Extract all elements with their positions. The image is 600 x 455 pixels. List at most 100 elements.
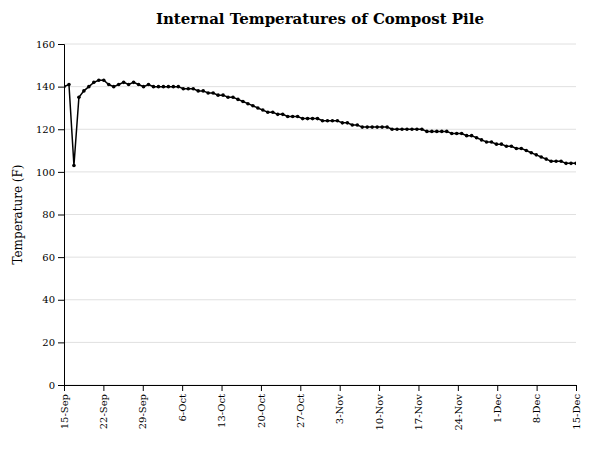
grid-line	[64, 171, 576, 172]
point	[549, 159, 553, 163]
tick-label: 15-Dec	[571, 394, 582, 430]
tick: 29-Sep	[137, 385, 148, 429]
tick: 160	[36, 39, 64, 50]
point	[360, 125, 364, 129]
tick-label: 100	[36, 167, 55, 178]
tick-mark	[58, 87, 64, 88]
point	[425, 130, 429, 134]
point	[524, 149, 528, 153]
tick: 60	[42, 252, 64, 263]
point	[385, 125, 389, 129]
tick-mark	[300, 385, 301, 391]
point	[351, 123, 355, 127]
grid-line	[64, 214, 576, 215]
point	[520, 147, 524, 151]
tick-mark	[261, 385, 262, 391]
point	[410, 127, 414, 131]
line	[64, 80, 576, 165]
point	[490, 140, 494, 144]
tick-label: 24-Nov	[453, 394, 464, 431]
point	[574, 162, 576, 166]
tick-mark	[58, 129, 64, 130]
plot: 15-Sep22-Sep29-Sep6-Oct13-Oct20-Oct27-Oc…	[36, 39, 582, 431]
point	[316, 117, 320, 121]
tick-label: 17-Nov	[413, 394, 424, 431]
tick-mark	[222, 385, 223, 391]
point	[420, 127, 424, 131]
point	[435, 130, 439, 134]
tick-label: 10-Nov	[374, 394, 385, 431]
point	[460, 132, 464, 136]
tick-mark	[576, 385, 577, 391]
point	[67, 83, 71, 87]
point	[177, 85, 181, 89]
point	[375, 125, 379, 129]
tick: 27-Oct	[295, 385, 306, 428]
grid-line	[64, 299, 576, 300]
point	[157, 85, 161, 89]
series	[64, 78, 576, 167]
point	[465, 134, 469, 138]
point	[162, 85, 166, 89]
point	[311, 117, 315, 121]
tick: 140	[36, 81, 64, 92]
point	[266, 110, 270, 114]
point	[77, 95, 81, 99]
point	[341, 121, 345, 125]
point	[544, 157, 548, 161]
point	[286, 115, 290, 119]
point	[221, 93, 225, 97]
point	[306, 117, 310, 121]
point	[64, 85, 66, 89]
tick-label: 20	[42, 337, 55, 348]
point	[495, 142, 499, 146]
point	[226, 95, 230, 99]
tick-label: 1-Dec	[492, 394, 503, 424]
point	[450, 132, 454, 136]
point	[122, 81, 126, 85]
point	[485, 140, 489, 144]
point	[152, 85, 156, 89]
tick-label: 15-Sep	[59, 394, 70, 429]
tick-label: 8-Dec	[531, 394, 542, 424]
point	[291, 115, 295, 119]
point	[251, 104, 255, 108]
point	[271, 110, 275, 114]
tick-label: 80	[42, 209, 55, 220]
point	[206, 91, 210, 95]
point	[82, 89, 86, 93]
point	[554, 159, 558, 163]
tick-mark	[340, 385, 341, 391]
tick: 20-Oct	[256, 385, 267, 428]
tick: 10-Nov	[374, 385, 385, 431]
point	[415, 127, 419, 131]
tick-label: 3-Nov	[334, 394, 345, 425]
point	[87, 85, 91, 89]
tick-label: 40	[42, 294, 55, 305]
point	[480, 138, 484, 142]
y-axis-title: Temperature (F)	[11, 164, 25, 264]
tick: 120	[36, 124, 64, 135]
tick: 20	[42, 337, 64, 348]
point	[331, 119, 335, 123]
point	[281, 113, 285, 117]
point	[515, 147, 519, 151]
point	[510, 145, 514, 149]
tick-mark	[58, 215, 64, 216]
tick: 8-Dec	[531, 385, 542, 423]
tick: 6-Oct	[177, 385, 188, 422]
point	[132, 81, 136, 85]
point	[539, 155, 543, 159]
y-axis: 020406080100120140160	[36, 39, 65, 391]
tick-mark	[58, 300, 64, 301]
grid-line	[64, 129, 576, 130]
point	[92, 81, 96, 85]
point	[405, 127, 409, 131]
tick-mark	[497, 385, 498, 391]
point	[559, 159, 563, 163]
point	[529, 151, 533, 155]
point	[365, 125, 369, 129]
point	[72, 164, 76, 168]
grid	[64, 44, 576, 385]
tick-label: 120	[36, 124, 55, 135]
